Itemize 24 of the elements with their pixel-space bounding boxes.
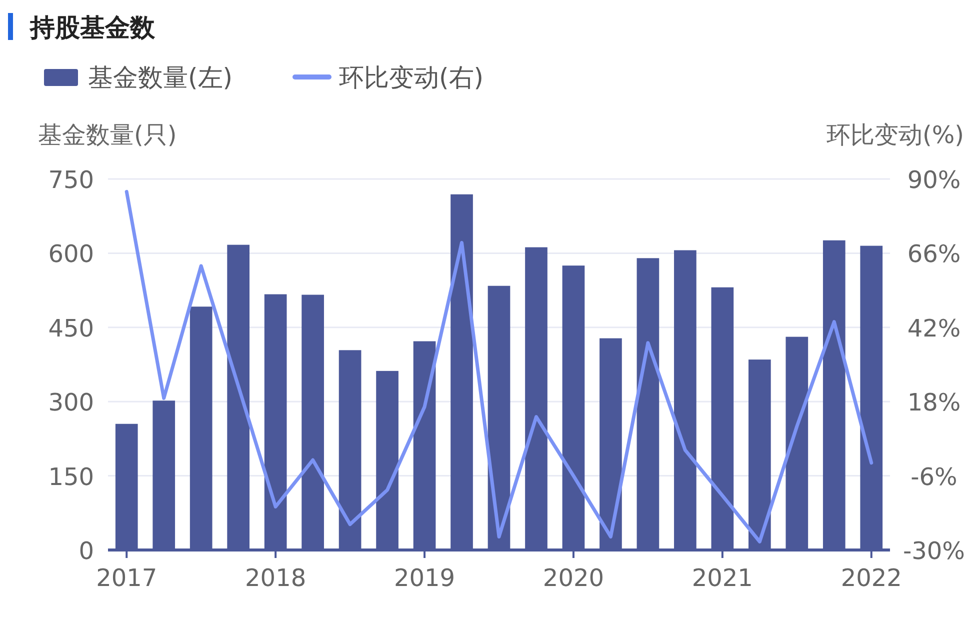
y-tick-label: 600 <box>48 240 94 268</box>
line-series <box>124 190 874 544</box>
x-tick-label: 2020 <box>542 564 604 592</box>
legend-label: 基金数量(左) <box>88 63 233 92</box>
x-tick-label: 2019 <box>394 564 456 592</box>
y2-tick-label: 42% <box>907 314 961 342</box>
x-tick-label: 2022 <box>840 564 902 592</box>
y2-tick-label: 18% <box>907 388 961 417</box>
x-tick-label: 2021 <box>692 564 753 592</box>
y-tick-label: 750 <box>48 166 94 194</box>
y2-tick-label: -30% <box>902 537 966 565</box>
y-tick-label: 150 <box>48 462 94 491</box>
x-tick-label: 2017 <box>96 564 158 592</box>
y2-tick-label: 66% <box>907 240 961 268</box>
y-tick-label: 450 <box>48 314 94 342</box>
y-tick-label: 300 <box>48 388 94 417</box>
y-tick-label: 0 <box>78 537 94 565</box>
y-axis-title: 基金数量(只) <box>38 121 177 149</box>
x-tick-label: 2018 <box>245 564 306 592</box>
y2-tick-label: -6% <box>910 462 958 491</box>
y2-tick-label: 90% <box>907 166 961 194</box>
legend-label: 环比变动(右) <box>339 63 484 92</box>
y2-axis-title: 环比变动(%) <box>826 121 964 149</box>
chart-title: 持股基金数 <box>29 13 156 42</box>
